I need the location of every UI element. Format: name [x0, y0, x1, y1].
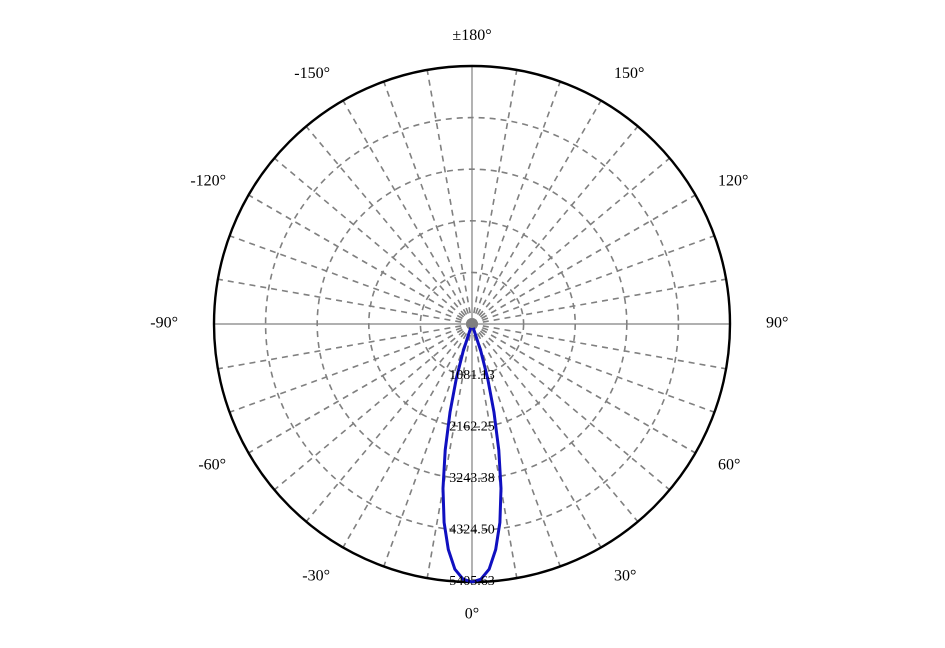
radial-label: 1081.13	[449, 368, 495, 383]
center-hub	[468, 320, 476, 328]
angle-label: -30°	[302, 567, 330, 584]
angle-label: 150°	[614, 65, 644, 82]
angle-label: -120°	[190, 173, 226, 190]
angle-label: 60°	[718, 457, 740, 474]
radial-label: 5405.63	[449, 574, 495, 589]
polar-chart: 1081.13 2162.25 3243.38 4324.50 5405.63 0° 30°…	[0, 0, 945, 648]
angle-label: ±180°	[452, 27, 491, 44]
radial-label: 2162.25	[449, 419, 495, 434]
angle-label: 30°	[614, 567, 636, 584]
angle-label: 90°	[766, 315, 788, 332]
angle-label: -150°	[294, 65, 330, 82]
angle-label: 120°	[718, 173, 748, 190]
angle-label: -90°	[150, 315, 178, 332]
angle-label: -60°	[198, 457, 226, 474]
radial-label: 3243.38	[449, 471, 495, 486]
radial-label: 4324.50	[449, 523, 495, 538]
angle-label: 0°	[465, 605, 479, 622]
